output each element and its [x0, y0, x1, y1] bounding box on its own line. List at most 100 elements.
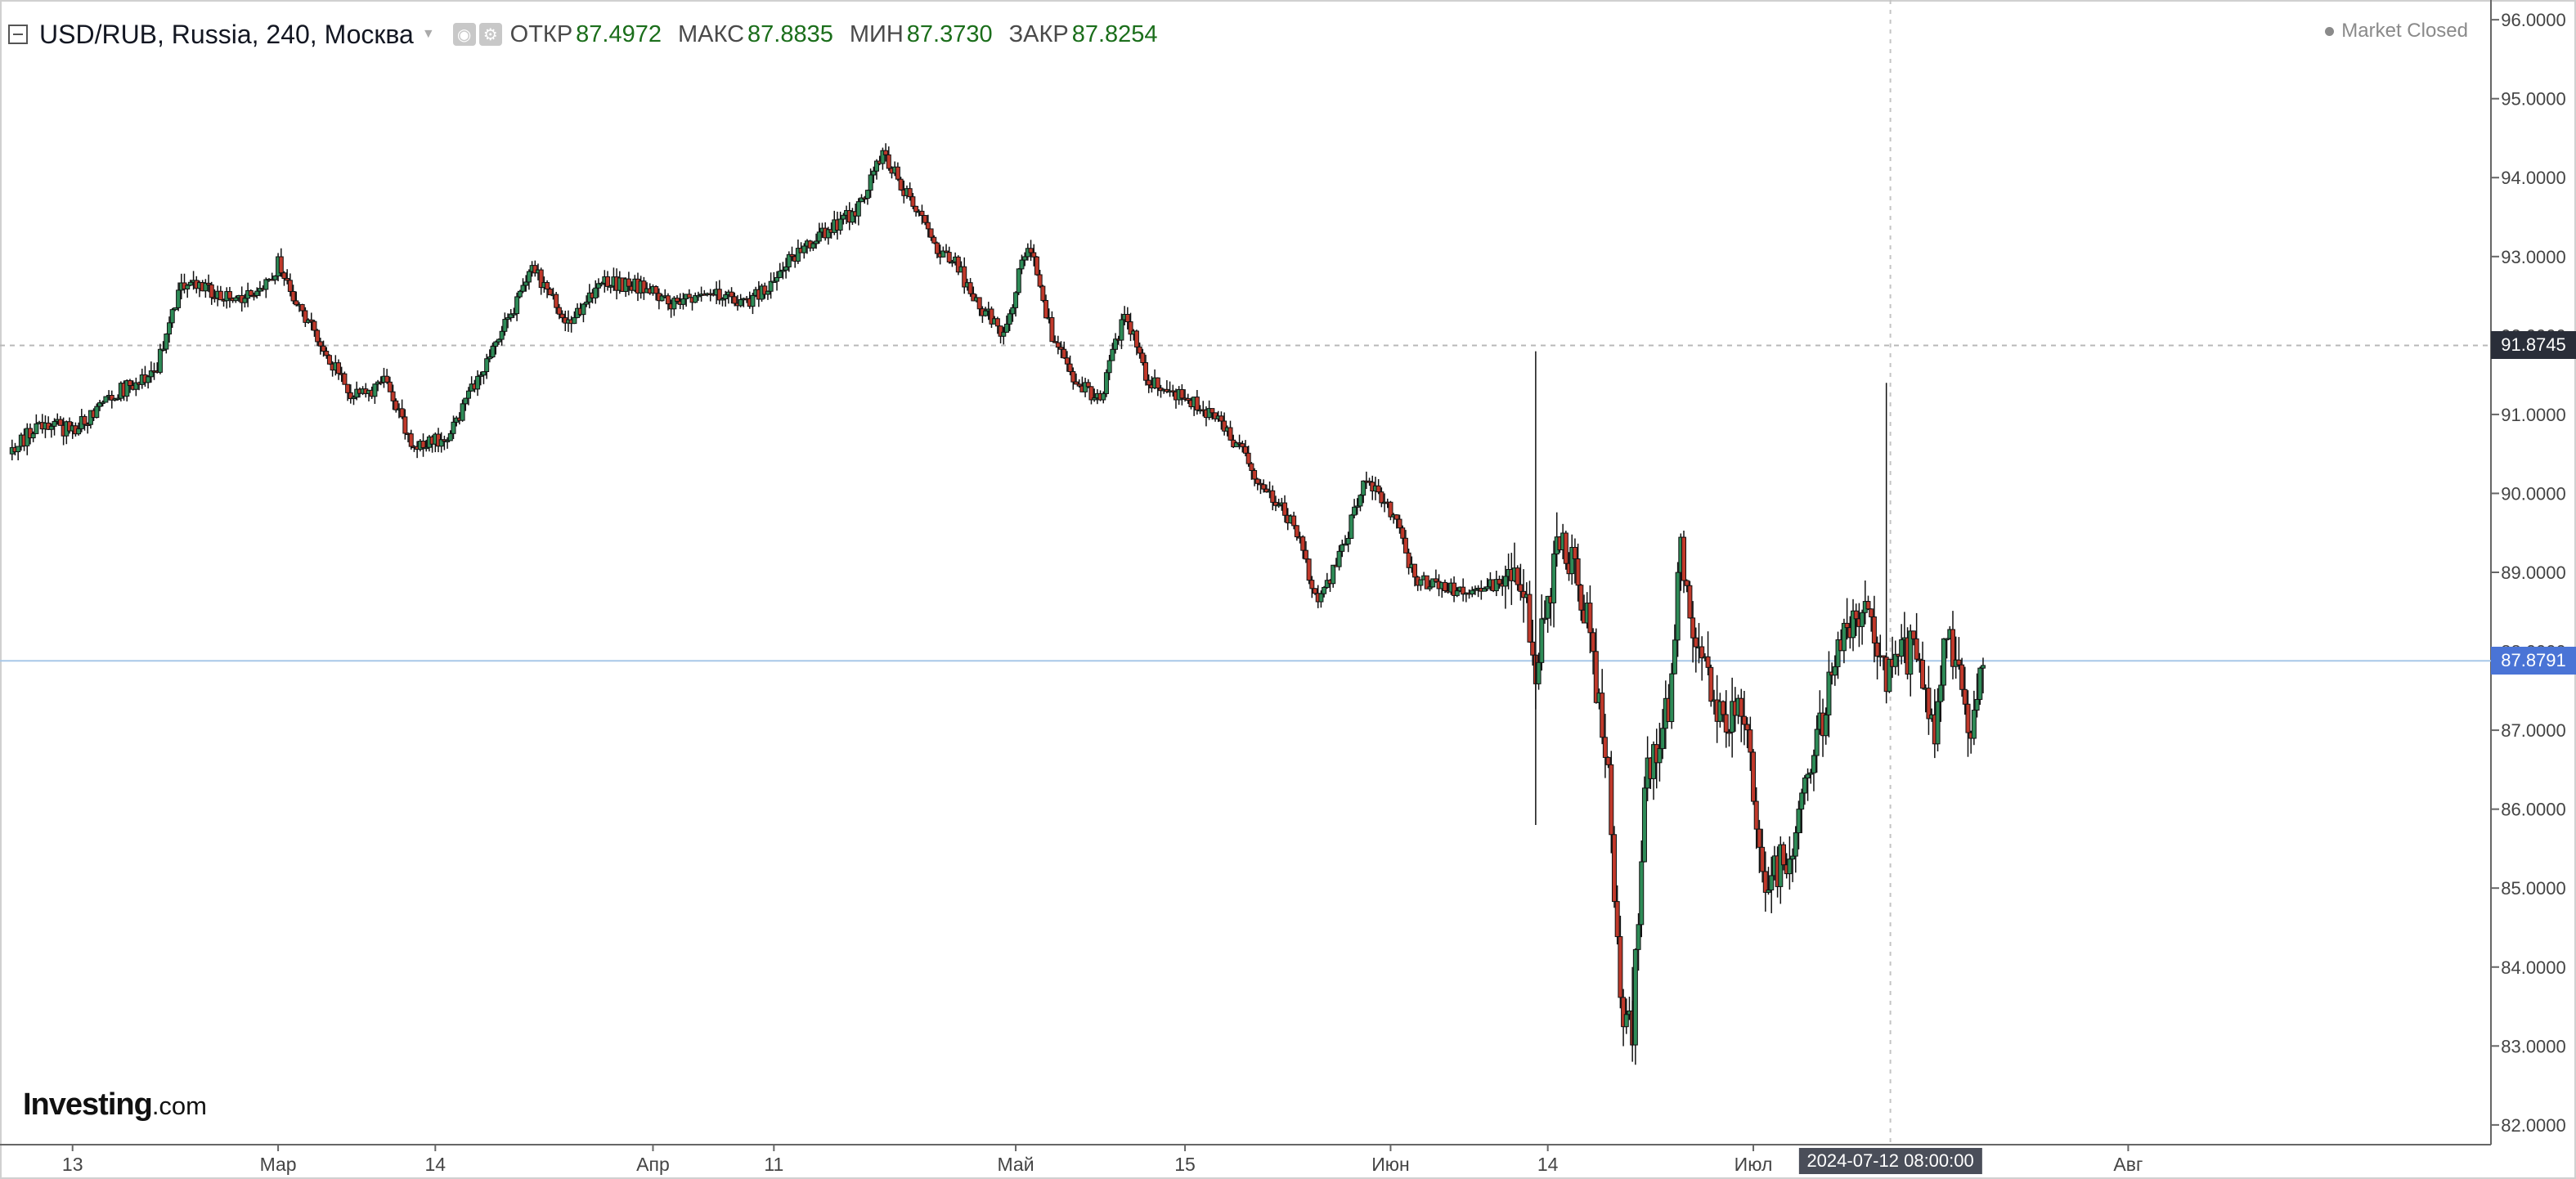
- candle-body-down: [57, 419, 63, 426]
- candle-body-down: [994, 318, 1000, 327]
- candle-body-down: [1140, 352, 1146, 364]
- candle-body-down: [1621, 997, 1627, 1028]
- candle-body-down: [1406, 552, 1411, 568]
- candle-body-up: [608, 285, 613, 288]
- open-value: 87.4972: [576, 20, 662, 47]
- chevron-down-icon[interactable]: ▼: [421, 27, 435, 41]
- eye-icon[interactable]: ◉: [452, 23, 476, 46]
- candle-body-up: [777, 271, 783, 278]
- candle-body-down: [1705, 656, 1711, 668]
- candle-body-up: [1349, 514, 1354, 540]
- candle-body-down: [976, 297, 982, 310]
- candle-body-down: [1950, 629, 1956, 667]
- candle-body-down: [641, 280, 647, 294]
- candle-body-down: [789, 253, 795, 258]
- candle-body-down: [393, 400, 399, 410]
- investing-logo: Investing.com: [23, 1087, 207, 1122]
- low-value: 87.3730: [906, 20, 993, 47]
- candle-body-up: [463, 397, 469, 405]
- candle-body-up: [1322, 586, 1327, 594]
- candle-body-up: [1835, 639, 1841, 667]
- status-dot-icon: [2325, 26, 2335, 36]
- candle-body-up: [1899, 639, 1905, 657]
- candle-body-up: [460, 403, 465, 421]
- candle-body-up: [1908, 630, 1914, 675]
- candle-body-up: [16, 446, 21, 453]
- candle-body-down: [910, 196, 916, 207]
- candle-body-down: [1227, 427, 1233, 441]
- y-axis-tick-label: 86.0000: [2501, 800, 2566, 820]
- candle-body-down: [317, 341, 323, 347]
- candle-body-down: [299, 304, 305, 312]
- candle-body-down: [1218, 415, 1224, 422]
- candle-body-down: [1515, 567, 1520, 585]
- candle-body-down: [1563, 532, 1568, 564]
- candle-body-down: [1723, 714, 1729, 733]
- candle-body-down: [1844, 622, 1850, 629]
- close-value: 87.8254: [1071, 20, 1158, 47]
- candle-body-up: [1799, 792, 1805, 810]
- x-axis-tick-label: Апр: [636, 1154, 670, 1175]
- candle-body-up: [1805, 773, 1811, 779]
- candle-body-down: [1965, 703, 1971, 733]
- candle-body-down: [1040, 285, 1046, 301]
- y-axis-tick-label: 83.0000: [2501, 1036, 2566, 1056]
- candle-body-down: [1578, 585, 1584, 611]
- candle-body-up: [837, 218, 843, 231]
- symbol-title[interactable]: USD/RUB, Russia, 240, Москва: [39, 19, 414, 49]
- candle-body-down: [895, 166, 900, 180]
- candle-body-up: [695, 294, 701, 298]
- candle-body-down: [907, 188, 913, 198]
- candle-body-up: [1832, 666, 1838, 676]
- candle-body-up: [1233, 442, 1239, 447]
- gear-icon[interactable]: ⚙: [478, 23, 502, 46]
- y-axis-tick-label: 84.0000: [2501, 957, 2566, 978]
- candle-body-down: [312, 321, 317, 331]
- candle-body-up: [1336, 550, 1342, 567]
- candle-body-down: [1052, 341, 1058, 343]
- collapse-legend-icon[interactable]: [8, 25, 28, 44]
- candle-body-down: [1412, 563, 1418, 578]
- candle-body-down: [732, 296, 738, 304]
- candle-body-up: [581, 303, 586, 316]
- candle-body-down: [251, 294, 257, 298]
- candle-body-up: [593, 287, 599, 298]
- candle-body-down: [308, 319, 314, 322]
- candle-body-down: [1073, 381, 1079, 385]
- candle-body-down: [898, 178, 904, 191]
- candle-body-up: [1110, 348, 1115, 361]
- candle-body-up: [983, 310, 989, 316]
- candle-body-up: [765, 290, 770, 295]
- candle-body-up: [94, 406, 100, 419]
- candle-body-up: [1430, 578, 1436, 588]
- y-axis-tick-label: 93.0000: [2501, 247, 2566, 267]
- candle-body-down: [1222, 420, 1227, 432]
- candle-body-up: [750, 294, 756, 307]
- candle-body-down: [1028, 248, 1034, 253]
- candle-body-up: [1003, 323, 1009, 333]
- candle-body-up: [1361, 480, 1367, 496]
- candle-body-up: [1502, 576, 1508, 587]
- candle-body-up: [493, 341, 499, 347]
- candle-body-up: [774, 276, 780, 282]
- candle-body-down: [1869, 608, 1874, 617]
- candle-body-down: [967, 282, 973, 294]
- candle-body-up: [164, 334, 169, 350]
- candle-body-up: [595, 283, 601, 289]
- candle-body-down: [27, 428, 33, 439]
- candle-body-down: [1917, 658, 1923, 661]
- candle-body-down: [1452, 582, 1457, 596]
- candle-body-down: [209, 284, 214, 298]
- candlestick-series: [9, 143, 1986, 1065]
- candle-body-up: [76, 428, 82, 435]
- candle-body-down: [1031, 252, 1037, 258]
- candle-body-up: [30, 433, 36, 439]
- candle-body-up: [1851, 610, 1856, 639]
- candle-body-down: [206, 282, 212, 285]
- candle-body-down: [303, 310, 308, 323]
- candle-body-down: [1757, 828, 1762, 848]
- candle-body-up: [1022, 256, 1028, 261]
- candle-body-down: [1962, 688, 1968, 705]
